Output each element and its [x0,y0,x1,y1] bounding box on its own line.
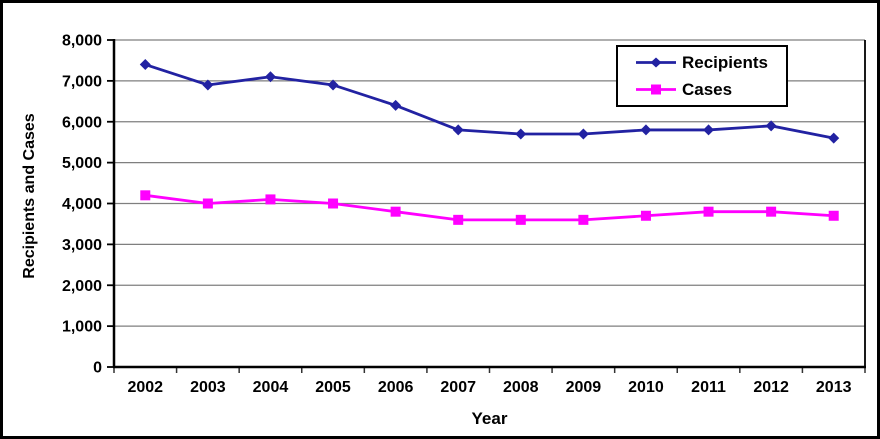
cases-marker [390,206,401,217]
cases-marker [640,210,651,221]
cases-marker [515,214,526,225]
y-tick-label: 8,000 [62,33,102,50]
x-tick-label: 2002 [127,379,163,396]
cases-marker [140,190,151,201]
cases-marker [828,210,839,221]
legend-marker [651,84,661,95]
y-tick-label: 6,000 [62,114,102,131]
cases-marker [202,198,213,209]
legend: Recipients Cases [616,45,788,107]
y-tick-label: 4,000 [62,196,102,213]
recipients-marker [515,128,527,140]
recipients-marker [390,99,402,111]
recipients-marker [452,124,464,136]
x-axis-title: Year [471,409,508,428]
legend-label-recipients: Recipients [682,52,768,72]
y-tick-label: 1,000 [62,319,102,336]
cases-marker [265,194,276,205]
y-tick-label: 5,000 [62,155,102,172]
x-tick-label: 2008 [503,379,539,396]
x-tick-label: 2011 [691,379,726,396]
x-tick-label: 2007 [440,379,476,396]
cases-marker [766,206,777,217]
legend-entry-cases: Cases [636,78,786,102]
cases-marker [578,214,589,225]
recipients-marker [640,124,652,136]
recipients-line [144,63,834,140]
cases-marker [328,198,339,209]
legend-entry-recipients: Recipients [636,50,786,74]
cases-line [145,193,834,222]
y-tick-label: 0 [93,360,102,377]
cases-marker [703,206,714,217]
x-tick-label: 2005 [315,379,351,396]
recipients-line-marker-icon [636,57,676,68]
recipients-marker [577,128,589,140]
cases-line-marker-icon [636,84,676,95]
x-tick-label: 2012 [753,379,789,396]
y-axis-title: Recipients and Cases [21,113,38,279]
y-tick-label: 7,000 [62,73,102,90]
x-tick-label: 2006 [378,379,414,396]
cases-marker [453,214,464,225]
recipients-marker [828,132,840,144]
x-tick-label: 2013 [816,379,852,396]
recipients-marker [264,71,276,83]
legend-label-cases: Cases [682,80,733,100]
y-tick-label: 3,000 [62,237,102,254]
recipients-marker [139,59,151,71]
x-tick-label: 2009 [566,379,602,396]
recipients-marker [765,120,777,132]
recipients-marker [703,124,715,136]
x-tick-label: 2003 [190,379,226,396]
y-tick-label: 2,000 [62,278,102,295]
x-tick-label: 2004 [253,379,289,396]
recipients-marker [202,79,214,91]
legend-marker [650,57,662,68]
chart-plot-area: 0 1,000 2,000 3,000 4,000 5,000 6,000 7,000 8,00… [62,33,866,396]
recipients-marker [327,79,339,91]
x-tick-label: 2010 [628,379,664,396]
